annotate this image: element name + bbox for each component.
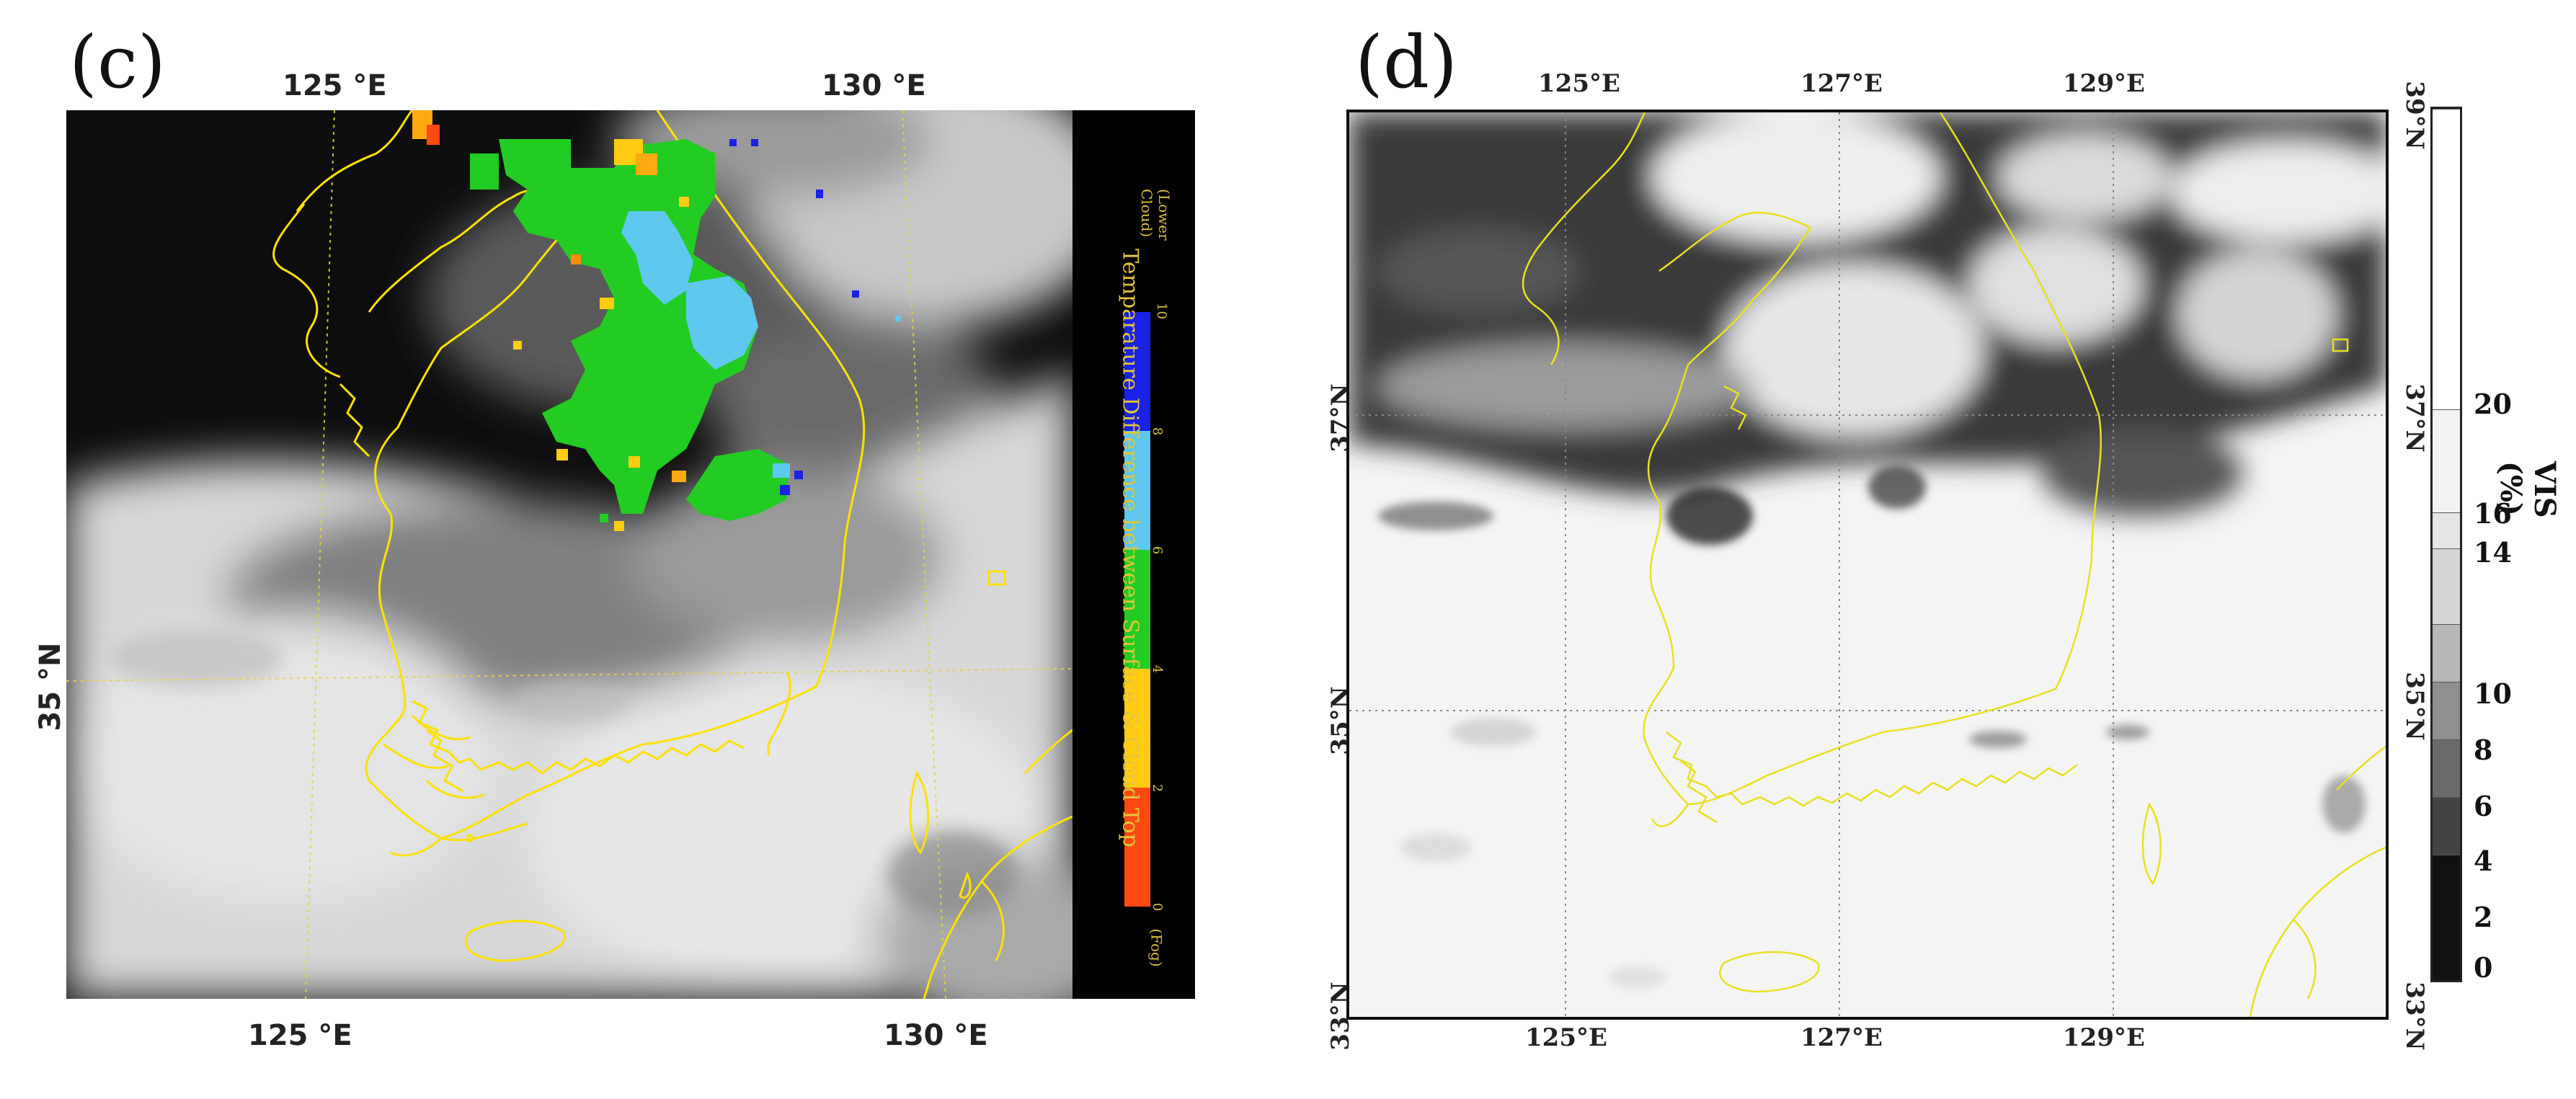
c-top-tick-125: 125 °E	[283, 69, 387, 102]
colorbar-d-label-2: 2	[2474, 901, 2493, 933]
map-d-visibility	[1346, 110, 2389, 1020]
d-bottom-tick-129: 129°E	[2063, 1023, 2145, 1052]
c-bottom-tick-130: 130 °E	[884, 1019, 988, 1052]
colorbar-c-swatch-1	[1124, 669, 1150, 788]
colorbar-d-band-6-8	[2433, 682, 2460, 740]
colorbar-c: 0 2 4 6 8 10 (Fog) (Lower Cloud) Tempara…	[1072, 110, 1195, 999]
colorbar-d-band-20plus	[2433, 109, 2460, 410]
c-coastline	[272, 110, 1072, 999]
c-bottom-tick-125: 125 °E	[248, 1019, 352, 1052]
colorbar-d-band-16-20	[2433, 409, 2460, 513]
colorbar-d-label-10: 10	[2474, 677, 2512, 710]
colorbar-c-end-low: (Fog)	[1147, 928, 1165, 967]
colorbar-c-label-8: 8	[1150, 427, 1165, 436]
colorbar-c-swatch-3	[1124, 431, 1150, 550]
c-top-tick-130: 130 °E	[822, 69, 926, 102]
colorbar-c-end-high: (Lower Cloud)	[1138, 189, 1173, 241]
colorbar-c-label-0: 0	[1150, 902, 1165, 912]
colorbar-d-label-16: 16	[2474, 497, 2512, 530]
d-top-tick-125: 125°E	[1538, 69, 1620, 98]
colorbar-c-label-4: 4	[1150, 664, 1165, 674]
colorbar-c-swatch-0	[1124, 788, 1150, 907]
colorbar-d-label-6: 6	[2474, 790, 2493, 822]
c-fog-pixels	[412, 110, 901, 531]
colorbar-d-band-14-16	[2433, 512, 2460, 549]
panel-label-d: (d)	[1355, 20, 1458, 104]
d-right-tick-33n: 33°N	[2400, 982, 2429, 1051]
d-right-tick-35n: 35°N	[2400, 672, 2429, 741]
d-right-tick-39n: 39°N	[2400, 81, 2429, 150]
colorbar-d-label-20: 20	[2474, 388, 2512, 420]
d-bottom-tick-125: 125°E	[1525, 1023, 1607, 1052]
map-c-satellite-fog-product	[66, 110, 1072, 999]
colorbar-d-band-10-14	[2433, 548, 2460, 625]
colorbar-c-title: Temparature Difference between Surface &…	[1117, 249, 1143, 847]
colorbar-d-title: VIS (%)	[2494, 461, 2562, 518]
colorbar-d-band-2-4	[2433, 797, 2460, 855]
d-top-tick-127: 127°E	[1800, 69, 1883, 98]
colorbar-d-label-14: 14	[2474, 536, 2512, 569]
colorbar-d-band-0-2	[2433, 855, 2460, 980]
d-top-tick-129: 129°E	[2063, 69, 2145, 98]
colorbar-c-label-2: 2	[1150, 783, 1165, 793]
colorbar-d-label-8: 8	[2474, 734, 2493, 766]
colorbar-d-band-4-6	[2433, 739, 2460, 798]
d-bottom-tick-127: 127°E	[1800, 1023, 1883, 1052]
panel-label-c: (c)	[69, 20, 166, 104]
colorbar-d-label-4: 4	[2474, 845, 2493, 877]
colorbar-c-swatch-2	[1124, 550, 1150, 669]
colorbar-c-swatch-4	[1124, 312, 1150, 431]
colorbar-c-label-10: 10	[1153, 303, 1169, 319]
colorbar-d	[2430, 107, 2462, 982]
c-left-tick-35n: 35 °N	[34, 642, 67, 731]
d-right-tick-37n: 37°N	[2400, 383, 2429, 453]
colorbar-d-band-8-10	[2433, 624, 2460, 682]
colorbar-c-label-6: 6	[1150, 546, 1165, 555]
d-coastline	[1522, 112, 2386, 1017]
colorbar-d-label-0: 0	[2474, 951, 2493, 984]
